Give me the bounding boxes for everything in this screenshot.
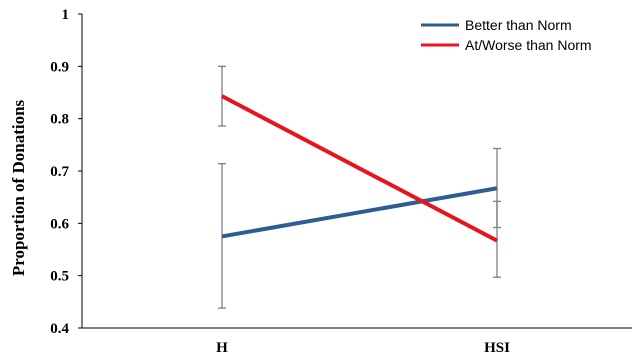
y-tick-label: 1 bbox=[62, 7, 70, 23]
series-line bbox=[221, 186, 498, 239]
legend-label: Better than Norm bbox=[465, 17, 572, 33]
y-tick-label: 0.9 bbox=[50, 59, 69, 75]
series-line bbox=[221, 94, 498, 243]
y-tick-label: 0.5 bbox=[50, 269, 69, 285]
x-tick-label: HSI bbox=[484, 340, 510, 356]
y-axis-title: Proportion of Donations bbox=[9, 99, 28, 276]
x-tick-label: H bbox=[216, 340, 228, 356]
axes bbox=[81, 14, 632, 329]
y-tick-label: 0.8 bbox=[50, 112, 69, 128]
legend: Better than Norm At/Worse than Norm bbox=[421, 17, 592, 53]
y-tick-label: 0.4 bbox=[50, 321, 69, 337]
error-bars bbox=[218, 65, 501, 309]
y-ticks: 0.4 0.5 0.6 0.7 0.8 0.9 1 bbox=[50, 7, 82, 337]
y-tick-label: 0.7 bbox=[50, 164, 69, 180]
legend-label: At/Worse than Norm bbox=[465, 37, 592, 53]
x-ticks: H HSI bbox=[216, 340, 510, 356]
series-lines bbox=[221, 94, 498, 243]
y-tick-label: 0.6 bbox=[50, 216, 69, 232]
